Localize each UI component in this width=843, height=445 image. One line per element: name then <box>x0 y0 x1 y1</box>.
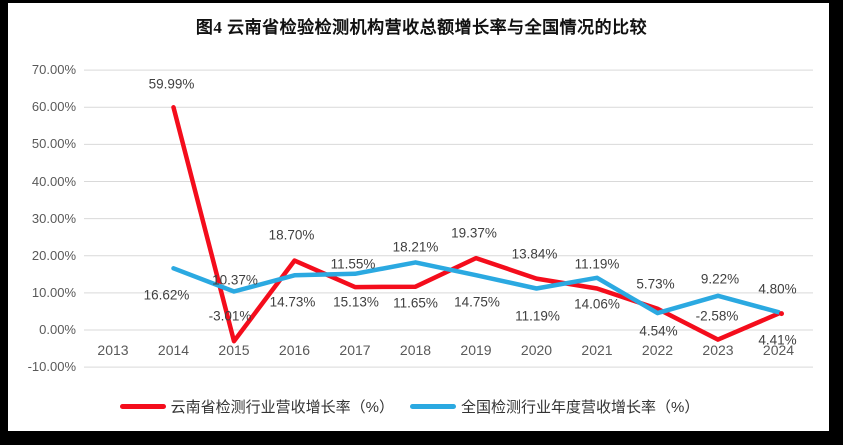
data-label: 15.13% <box>333 294 379 310</box>
data-label: 5.73% <box>636 276 675 292</box>
data-label: 16.62% <box>143 287 190 303</box>
data-label: 11.55% <box>330 256 376 272</box>
series-endpoint-marker <box>779 311 784 317</box>
data-label: 11.19% <box>515 308 560 324</box>
data-label: 4.54% <box>639 323 678 339</box>
data-label: 18.70% <box>268 227 315 243</box>
blue-line-swatch-icon <box>410 404 456 409</box>
x-axis-tick: 2013 <box>97 342 129 358</box>
x-axis-tick: 2017 <box>339 342 371 358</box>
data-label: -2.58% <box>695 308 739 324</box>
series-line <box>171 105 781 344</box>
data-label: 11.65% <box>393 295 438 311</box>
series-line <box>171 260 781 316</box>
legend-item-national: 全国检测行业年度营收增长率（%） <box>410 396 699 417</box>
data-label: 18.21% <box>392 239 439 255</box>
data-label: 14.75% <box>454 294 500 310</box>
y-axis-tick: 0.00% <box>39 322 76 337</box>
y-axis-tick: 70.00% <box>31 62 76 78</box>
data-label: 9.22% <box>700 271 740 287</box>
x-axis-tick: 2020 <box>520 342 553 358</box>
y-axis-tick: 30.00% <box>31 210 76 226</box>
x-axis-tick: 2018 <box>399 342 432 358</box>
data-label: 14.06% <box>574 296 620 312</box>
data-label: 4.80% <box>758 281 797 297</box>
legend: 云南省检测行业营收增长率（%） 全国检测行业年度营收增长率（%） <box>0 396 831 417</box>
x-axis-tick: 2015 <box>218 342 250 358</box>
x-axis-tick: 2024 <box>762 342 795 358</box>
data-label: 13.84% <box>511 246 558 262</box>
frame-border-left <box>0 0 8 445</box>
data-label: 59.99% <box>148 76 195 92</box>
x-axis-tick: 2016 <box>278 342 311 358</box>
y-axis-tick: -10.00% <box>27 359 76 375</box>
x-axis-tick: 2019 <box>460 342 492 358</box>
legend-item-yunnan: 云南省检测行业营收增长率（%） <box>119 396 394 417</box>
y-axis-tick: 40.00% <box>31 173 76 189</box>
chart-title: 图4 云南省检验检测机构营收总额增长率与全国情况的比较 <box>195 18 648 37</box>
legend-label-yunnan: 云南省检测行业营收增长率（%） <box>170 399 394 416</box>
x-axis-tick: 2023 <box>702 342 734 358</box>
x-axis-tick: 2014 <box>157 342 190 358</box>
legend-label-national: 全国检测行业年度营收增长率（%） <box>461 399 700 416</box>
y-axis-tick: 50.00% <box>31 136 76 152</box>
data-label: 11.19% <box>574 256 620 272</box>
frame-border-bottom <box>0 431 843 445</box>
data-label: 14.73% <box>269 294 316 310</box>
y-axis-tick: 10.00% <box>31 284 76 300</box>
data-label: -3.01% <box>208 308 252 324</box>
data-label: 4.41% <box>758 332 797 348</box>
y-axis-tick: 60.00% <box>31 99 76 115</box>
data-label: 19.37% <box>451 225 497 241</box>
frame-border-top <box>0 0 843 3</box>
red-line-swatch-icon <box>119 404 166 409</box>
data-label: 10.37% <box>212 272 258 287</box>
y-axis-tick: 20.00% <box>31 247 76 263</box>
x-axis-tick: 2021 <box>581 342 613 358</box>
x-axis-tick: 2022 <box>641 342 674 358</box>
frame-border-right <box>829 0 843 445</box>
